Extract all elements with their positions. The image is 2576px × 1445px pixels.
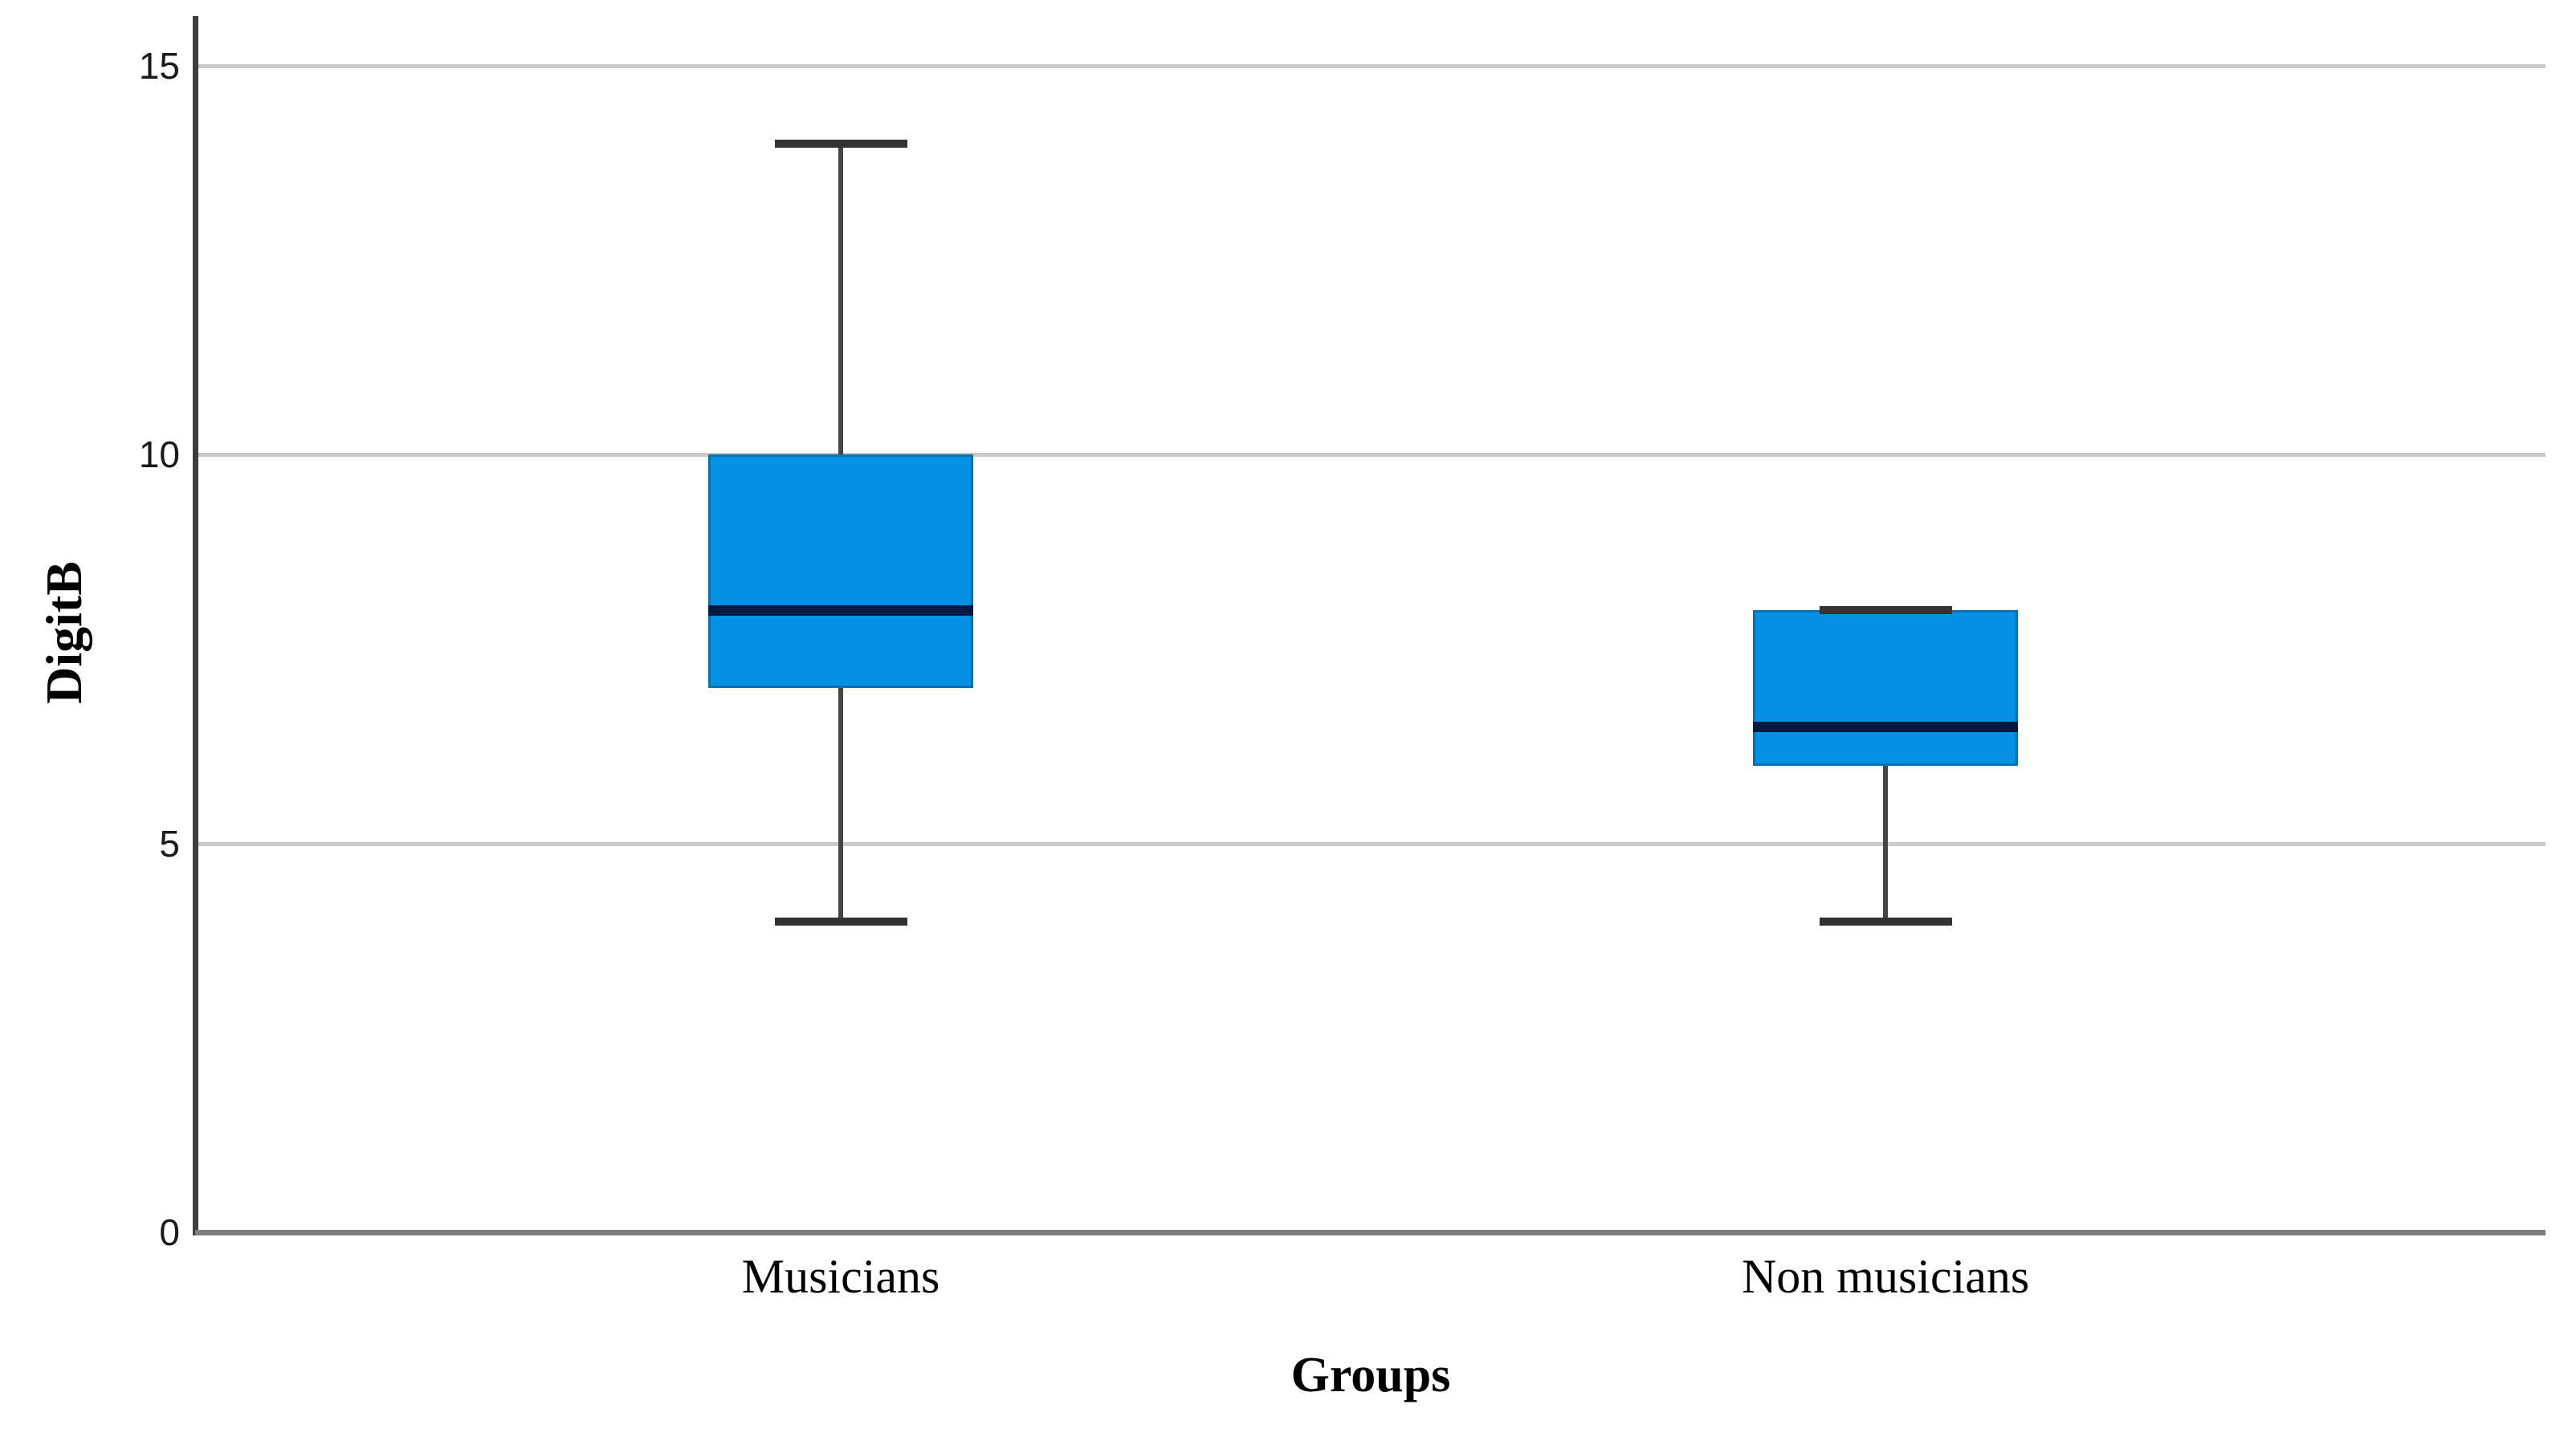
upper-whisker-cap [774, 139, 907, 148]
gridline [195, 64, 2545, 68]
y-tick-label: 5 [159, 822, 180, 865]
lower-whisker-cap [1819, 917, 1952, 926]
gridline [195, 841, 2545, 846]
boxplot-box [708, 454, 973, 688]
y-tick-label: 10 [138, 434, 180, 476]
median-line [708, 604, 973, 616]
x-axis-title: Groups [1290, 1348, 1451, 1402]
upper-whisker-line [838, 143, 844, 455]
boxplot-box [1753, 610, 2019, 766]
y-tick-label: 15 [138, 45, 180, 87]
median-line [1753, 721, 2019, 732]
y-axis-title: DigitB [35, 561, 92, 704]
y-axis-spine [193, 16, 198, 1235]
lower-whisker-line [838, 687, 844, 922]
x-axis-baseline [195, 1230, 2545, 1235]
category-label: Non musicians [1741, 1250, 2030, 1303]
y-tick-label: 0 [159, 1211, 180, 1253]
lower-whisker-line [1883, 765, 1889, 922]
gridline [195, 453, 2545, 458]
upper-whisker-cap [1819, 606, 1952, 615]
lower-whisker-cap [774, 917, 907, 926]
category-label: Musicians [741, 1250, 940, 1303]
